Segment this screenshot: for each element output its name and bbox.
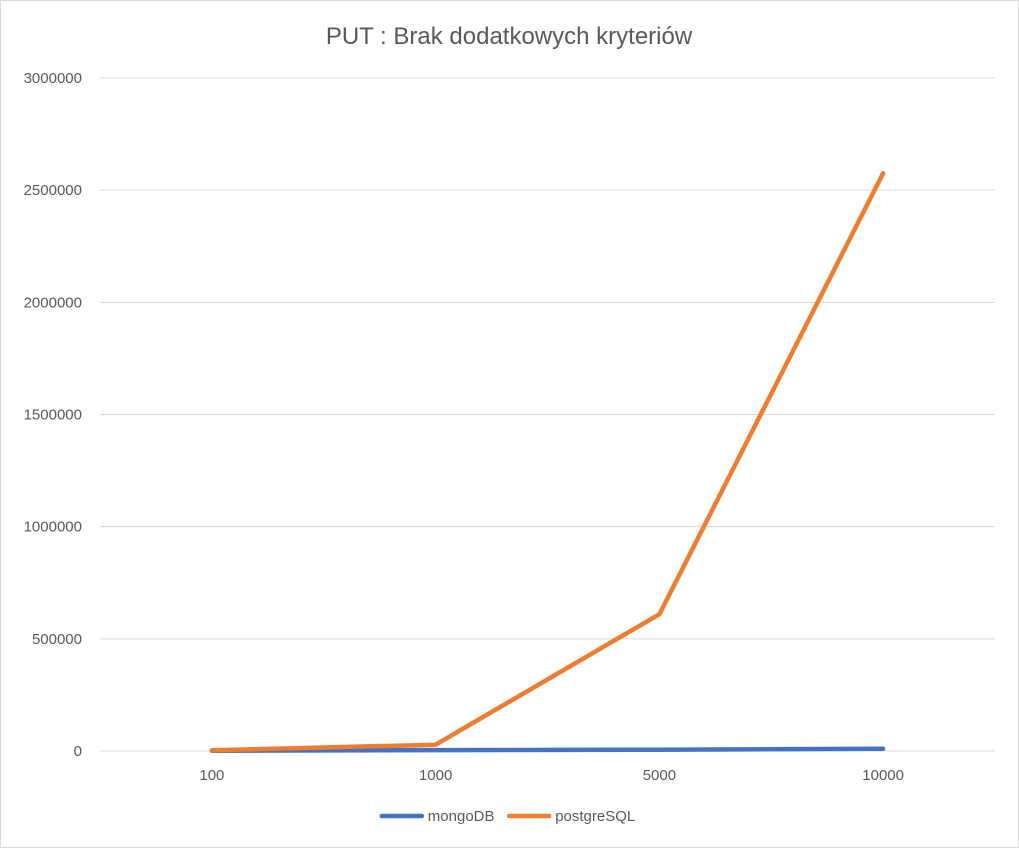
series-line-mongoDB <box>209 746 886 754</box>
x-axis-ticks: 100 1000 5000 10000 <box>199 767 904 784</box>
legend-label-mongoDB: mongoDB <box>428 808 495 825</box>
y-tick-label: 1500000 <box>24 407 82 424</box>
y-axis-ticks: 0 500000 1000000 1500000 2000000 2500000 30000… <box>24 70 82 760</box>
chart-title: PUT : Brak dodatkowych kryteriów <box>326 23 693 50</box>
series-line-postgreSQL <box>209 171 886 753</box>
y-tick-label: 1000000 <box>24 519 82 536</box>
x-tick-label: 10000 <box>862 767 904 784</box>
legend-label-postgreSQL: postgreSQL <box>555 808 635 825</box>
x-tick-label: 5000 <box>643 767 676 784</box>
legend: mongoDB postgreSQL <box>379 808 635 825</box>
y-tick-label: 0 <box>74 743 82 760</box>
x-tick-label: 100 <box>199 767 224 784</box>
x-tick-label: 1000 <box>419 767 452 784</box>
series-lines <box>209 171 886 754</box>
y-tick-label: 3000000 <box>24 70 82 87</box>
gridlines <box>100 77 995 752</box>
y-tick-label: 500000 <box>32 631 82 648</box>
y-tick-label: 2000000 <box>24 294 82 311</box>
y-tick-label: 2500000 <box>24 182 82 199</box>
